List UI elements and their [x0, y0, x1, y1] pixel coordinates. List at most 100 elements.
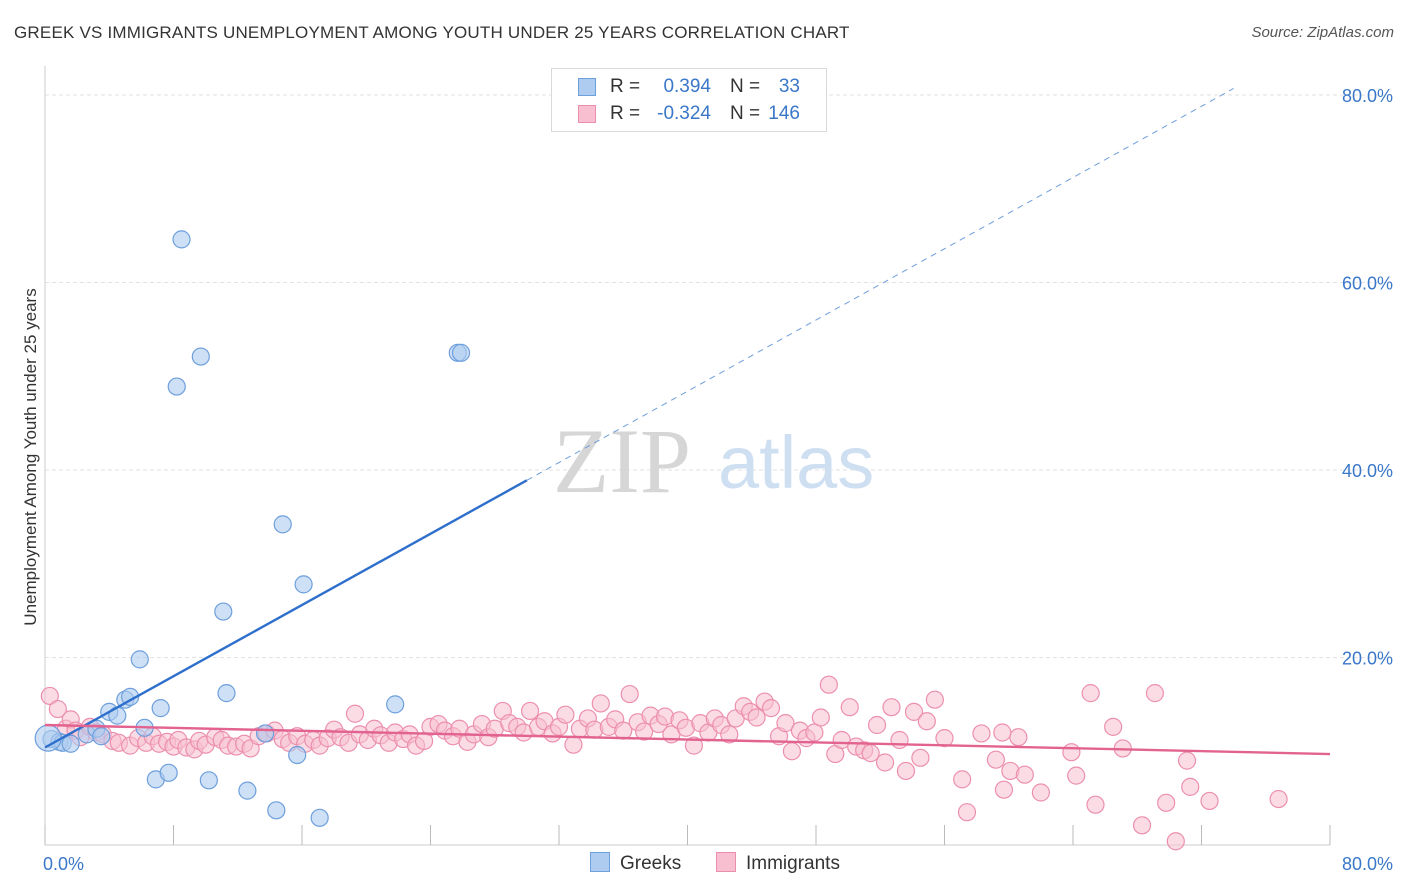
trend-lines: [44, 88, 1331, 756]
legend-row-greeks: R = 0.394 N = 33: [552, 73, 826, 101]
watermark: ZIP atlas: [553, 410, 874, 512]
legend-row-immigrants: R = -0.324 N = 146: [552, 100, 826, 128]
immigrants-r-value: -0.324: [657, 103, 711, 124]
stats-legend: R = 0.394 N = 33 R = -0.324 N = 146: [551, 68, 827, 132]
immigrants-point: [935, 729, 954, 748]
immigrants-point: [1015, 765, 1034, 784]
greeks-point: [288, 745, 307, 765]
immigrants-point: [805, 723, 824, 742]
immigrants-point: [1177, 751, 1197, 770]
immigrants-point: [1086, 795, 1105, 814]
series-legend: Greeks Immigrants: [0, 852, 1406, 878]
immigrants-point: [520, 701, 540, 721]
immigrants-point: [993, 723, 1012, 742]
y-tick-label: 40.0%: [1342, 461, 1393, 481]
greeks-point: [238, 781, 257, 800]
legend-item-immigrants: Immigrants: [716, 852, 840, 875]
immigrants-point: [1269, 789, 1288, 809]
immigrants-point: [1062, 743, 1081, 762]
greeks-point: [167, 377, 186, 396]
immigrants-point: [48, 699, 67, 719]
immigrants-trend-line: [44, 723, 1331, 756]
immigrants-point: [972, 724, 991, 743]
tick-labels: 20.0% 40.0% 60.0% 80.0% 0.0% 80.0%: [43, 86, 1393, 874]
greeks-point: [273, 515, 292, 534]
immigrants-point: [911, 748, 930, 767]
immigrants-point: [1104, 717, 1123, 736]
immigrants-point: [840, 698, 859, 717]
immigrants-point: [986, 750, 1006, 769]
watermark-zip: ZIP: [553, 410, 691, 512]
greeks-point: [130, 650, 149, 669]
greeks-swatch: [578, 78, 596, 96]
greeks-point: [217, 684, 236, 703]
grid-lines: [45, 94, 1392, 658]
immigrants-point: [896, 761, 916, 781]
greeks-point: [191, 347, 210, 366]
immigrants-point: [861, 744, 880, 763]
greeks-legend-swatch: [590, 852, 610, 872]
immigrants-point: [917, 712, 936, 731]
greeks-legend-label: Greeks: [620, 853, 682, 874]
immigrants-point: [1081, 684, 1100, 703]
immigrants-point: [890, 730, 909, 750]
immigrants-n-value: 146: [768, 103, 800, 124]
immigrants-point: [994, 780, 1014, 799]
immigrants-point: [564, 735, 583, 754]
immigrants-point: [1181, 777, 1200, 796]
immigrants-point: [1009, 728, 1028, 747]
greeks-point: [172, 230, 191, 249]
immigrants-point: [957, 803, 977, 822]
immigrants-n-label: N =: [730, 103, 761, 124]
immigrants-point: [720, 725, 739, 744]
watermark-atlas: atlas: [718, 421, 874, 504]
axes: [44, 66, 1331, 846]
greeks-point: [159, 763, 178, 782]
immigrants-point: [819, 675, 838, 694]
greeks-point: [451, 343, 471, 362]
immigrants-legend-label: Immigrants: [746, 853, 840, 874]
greeks-point: [92, 727, 111, 746]
y-tick-label: 60.0%: [1342, 274, 1393, 294]
immigrants-point: [747, 708, 766, 727]
greeks-point: [214, 602, 233, 621]
greeks-points: [34, 230, 471, 827]
immigrants-point: [953, 770, 972, 789]
greeks-point: [199, 771, 218, 790]
immigrants-point: [1166, 832, 1185, 851]
immigrants-point: [556, 705, 575, 724]
immigrants-swatch: [578, 105, 596, 123]
immigrants-point: [635, 722, 654, 741]
y-tick-label: 80.0%: [1342, 86, 1393, 106]
greeks-trend-line: [44, 479, 528, 749]
x-tick-label: 0.0%: [43, 854, 84, 874]
greeks-n-value: 33: [778, 76, 800, 97]
immigrants-point: [811, 708, 830, 727]
greeks-point: [386, 695, 405, 714]
immigrants-legend-swatch: [716, 852, 736, 872]
greeks-point: [310, 808, 329, 827]
legend-item-greeks: Greeks: [590, 852, 681, 875]
immigrants-point: [620, 684, 639, 704]
greeks-point: [255, 724, 275, 743]
immigrants-point: [782, 742, 802, 761]
immigrants-point: [1067, 766, 1086, 785]
x-tick-label: 80.0%: [1342, 854, 1393, 874]
source-label: Source: ZipAtlas.com: [1251, 24, 1394, 41]
immigrants-point: [882, 698, 901, 717]
immigrants-point: [1145, 684, 1165, 703]
immigrants-point: [1031, 783, 1050, 802]
immigrants-r-label: R =: [610, 103, 641, 124]
immigrants-point: [345, 704, 365, 723]
immigrants-point: [904, 702, 924, 721]
immigrants-point: [40, 686, 59, 706]
immigrants-point: [776, 714, 795, 733]
greeks-point: [267, 801, 286, 820]
immigrants-point: [761, 699, 781, 718]
greeks-n-label: N =: [730, 76, 761, 97]
y-tick-label: 20.0%: [1342, 649, 1393, 669]
immigrants-point: [867, 715, 887, 735]
greeks-point: [151, 699, 170, 718]
chart-title: GREEK VS IMMIGRANTS UNEMPLOYMENT AMONG Y…: [14, 23, 850, 42]
